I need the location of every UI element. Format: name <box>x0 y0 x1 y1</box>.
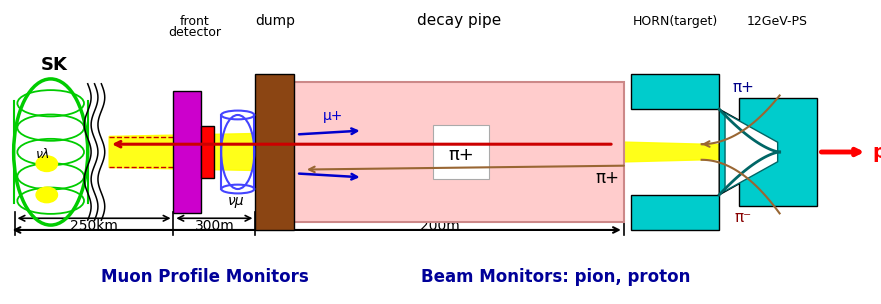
Text: Muon Profile Monitors: Muon Profile Monitors <box>100 268 308 286</box>
Text: μ+: μ+ <box>323 109 344 123</box>
Polygon shape <box>725 113 778 191</box>
Text: π⁻: π⁻ <box>735 210 752 225</box>
Bar <box>201 126 214 178</box>
Text: detector: detector <box>168 26 221 39</box>
Bar <box>294 82 624 222</box>
Bar <box>433 125 489 179</box>
Bar <box>255 74 294 230</box>
Polygon shape <box>719 109 782 195</box>
Text: Beam Monitors: pion, proton: Beam Monitors: pion, proton <box>421 268 690 286</box>
Text: 200m: 200m <box>419 219 459 233</box>
Text: front: front <box>180 15 210 28</box>
Ellipse shape <box>36 156 57 171</box>
Polygon shape <box>109 133 255 171</box>
Text: HORN(target): HORN(target) <box>633 15 718 28</box>
Polygon shape <box>294 133 780 171</box>
Text: p: p <box>872 143 881 162</box>
Text: 250km: 250km <box>70 219 118 233</box>
Text: νμ: νμ <box>227 194 244 208</box>
Bar <box>174 91 201 213</box>
Bar <box>738 98 817 206</box>
Text: SK: SK <box>41 56 68 74</box>
Text: π+: π+ <box>733 80 754 95</box>
Text: decay pipe: decay pipe <box>417 13 501 28</box>
Text: π+: π+ <box>596 169 619 187</box>
Text: 300m: 300m <box>195 219 234 233</box>
Bar <box>632 195 719 230</box>
Ellipse shape <box>36 187 57 203</box>
Text: dump: dump <box>255 14 295 28</box>
Text: νλ: νλ <box>36 148 50 161</box>
Polygon shape <box>780 130 817 174</box>
Text: 12GeV-PS: 12GeV-PS <box>747 15 808 28</box>
Bar <box>632 74 719 109</box>
Text: π+: π+ <box>448 146 474 164</box>
